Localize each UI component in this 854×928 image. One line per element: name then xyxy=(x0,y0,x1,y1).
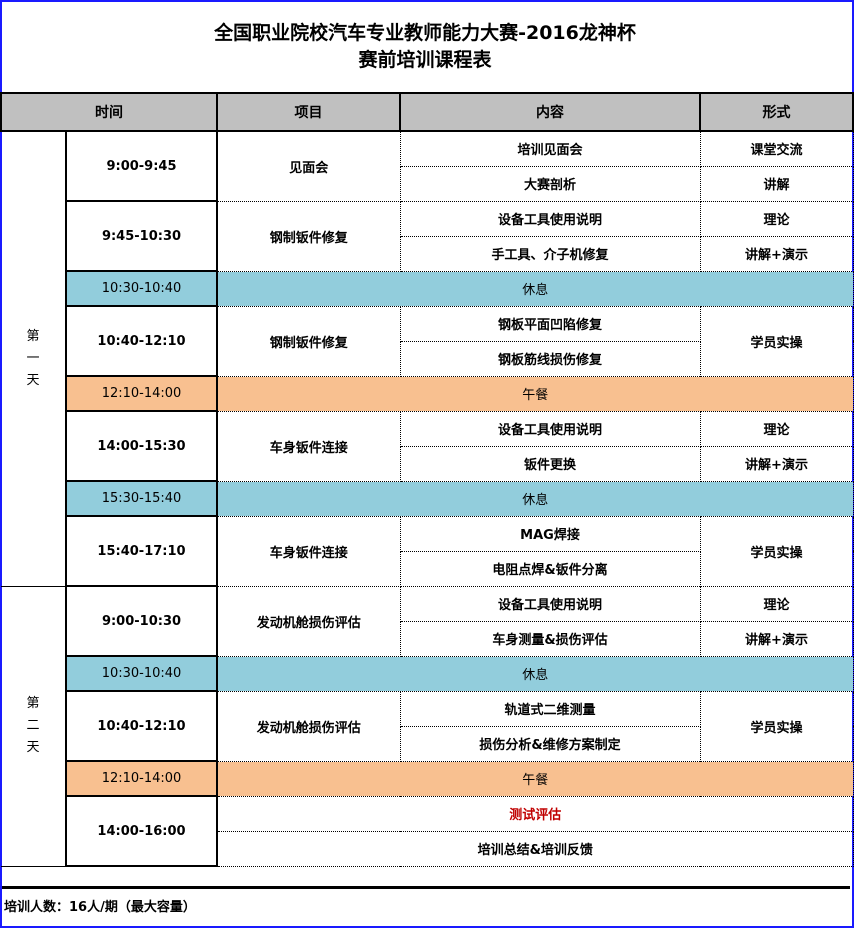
header-project: 项目 xyxy=(216,92,401,132)
header-form: 形式 xyxy=(699,92,854,132)
session-content: 损伤分析&维修方案制定 xyxy=(399,725,701,762)
table-row: 损伤分析&维修方案制定 xyxy=(1,725,853,762)
session-form: 讲解+演示 xyxy=(699,445,854,482)
break-time: 10:30-10:40 xyxy=(65,270,218,307)
session-content: 测试评估 xyxy=(216,795,854,832)
table-row: 手工具、介子机修复 讲解+演示 xyxy=(1,235,854,272)
table-row: 第一天 9:00-9:45 见面会 培训见面会 课堂交流 xyxy=(1,130,854,587)
session-content: 钢板平面凹陷修复 xyxy=(399,305,701,342)
footer-note: 培训人数：16人/期（最大容量） xyxy=(2,886,850,924)
session-content: 培训见面会 xyxy=(399,130,701,167)
session-content: 设备工具使用说明 xyxy=(399,200,701,237)
session-time: 9:00-9:45 xyxy=(65,130,218,202)
session-project: 发动机舱损伤评估 xyxy=(216,585,401,657)
session-time: 15:40-17:10 xyxy=(65,515,218,587)
session-content: 钣件更换 xyxy=(399,445,701,482)
session-project: 车身钣件连接 xyxy=(216,410,401,482)
session-form: 理论 xyxy=(699,200,854,237)
session-content: 培训总结&培训反馈 xyxy=(216,830,854,867)
table-row: 培训总结&培训反馈 xyxy=(1,830,854,867)
title-line-2: 赛前培训课程表 xyxy=(358,49,492,71)
break-label: 休息 xyxy=(216,480,854,517)
page-title: 全国职业院校汽车专业教师能力大赛-2016龙神杯 赛前培训课程表 xyxy=(0,0,850,92)
session-form: 课堂交流 xyxy=(699,130,854,167)
break-row: 12:10-14:00 午餐 xyxy=(1,760,854,797)
table-row: 14:00-15:30 车身钣件连接 设备工具使用说明 理论 xyxy=(1,410,854,482)
session-form: 讲解+演示 xyxy=(699,620,854,657)
table-row: 14:00-16:00 测试评估 xyxy=(1,795,854,867)
table-row: 10:40-12:10 钢制钣件修复 钢板平面凹陷修复 学员实操 xyxy=(1,305,854,377)
session-time: 9:45-10:30 xyxy=(65,200,218,272)
session-time: 10:40-12:10 xyxy=(65,690,218,762)
day-cell: 第一天 xyxy=(1,130,67,587)
session-time: 10:40-12:10 xyxy=(65,305,218,377)
session-project: 见面会 xyxy=(216,130,401,202)
break-label: 午餐 xyxy=(216,375,854,412)
schedule-table: 时间 项目 内容 形式 第一天 9:00-9:45 见面会 培训见面会 课堂交流 大赛剖析… xyxy=(0,92,854,867)
session-content: 轨道式二维测量 xyxy=(399,690,701,727)
session-content: MAG焊接 xyxy=(399,515,701,552)
table-row: 电阻点焊&钣件分离 xyxy=(1,550,853,587)
table-row: 第二天 9:00-10:30 发动机舱损伤评估 设备工具使用说明 理论 xyxy=(1,585,854,867)
table-row: 车身测量&损伤评估 讲解+演示 xyxy=(1,620,854,657)
break-row: 10:30-10:40 休息 xyxy=(1,270,854,307)
break-row: 10:30-10:40 休息 xyxy=(1,655,854,692)
session-content: 设备工具使用说明 xyxy=(399,410,701,447)
session-content: 大赛剖析 xyxy=(399,165,701,202)
table-row: 大赛剖析 讲解 xyxy=(1,165,854,202)
break-label: 休息 xyxy=(216,270,854,307)
session-time: 14:00-16:00 xyxy=(65,795,218,867)
table-row: 10:40-12:10 发动机舱损伤评估 轨道式二维测量 学员实操 xyxy=(1,690,854,762)
session-content: 钢板筋线损伤修复 xyxy=(399,340,701,377)
break-time: 12:10-14:00 xyxy=(65,375,218,412)
break-label: 休息 xyxy=(216,655,854,692)
day-label: 第一天 xyxy=(26,328,40,388)
table-row: 15:40-17:10 车身钣件连接 MAG焊接 学员实操 xyxy=(1,515,854,587)
session-form: 学员实操 xyxy=(699,690,854,762)
table-row: 9:45-10:30 钢制钣件修复 设备工具使用说明 理论 xyxy=(1,200,854,272)
break-row: 15:30-15:40 休息 xyxy=(1,480,854,517)
session-content: 手工具、介子机修复 xyxy=(399,235,701,272)
session-project: 车身钣件连接 xyxy=(216,515,401,587)
break-time: 12:10-14:00 xyxy=(65,760,218,797)
session-project: 发动机舱损伤评估 xyxy=(216,690,401,762)
session-form: 理论 xyxy=(699,585,854,622)
table-row: 钣件更换 讲解+演示 xyxy=(1,445,854,482)
header-content: 内容 xyxy=(399,92,701,132)
session-content: 设备工具使用说明 xyxy=(399,585,701,622)
session-content: 电阻点焊&钣件分离 xyxy=(399,550,701,587)
session-form: 讲解+演示 xyxy=(699,235,854,272)
break-time: 10:30-10:40 xyxy=(65,655,218,692)
session-form: 理论 xyxy=(699,410,854,447)
session-form: 学员实操 xyxy=(699,515,854,587)
day-cell: 第二天 xyxy=(1,585,67,867)
break-label: 午餐 xyxy=(216,760,854,797)
title-line-1: 全国职业院校汽车专业教师能力大赛-2016龙神杯 xyxy=(214,22,636,44)
session-time: 9:00-10:30 xyxy=(65,585,218,657)
day-label: 第二天 xyxy=(26,696,40,755)
break-time: 15:30-15:40 xyxy=(65,480,218,517)
session-form: 学员实操 xyxy=(699,305,854,377)
header-time: 时间 xyxy=(0,92,218,132)
session-form: 讲解 xyxy=(699,165,854,202)
header-row: 时间 项目 内容 形式 xyxy=(0,92,854,132)
session-project: 钢制钣件修复 xyxy=(216,305,401,377)
break-row: 12:10-14:00 午餐 xyxy=(1,375,854,412)
session-content: 车身测量&损伤评估 xyxy=(399,620,701,657)
session-project: 钢制钣件修复 xyxy=(216,200,401,272)
session-time: 14:00-15:30 xyxy=(65,410,218,482)
